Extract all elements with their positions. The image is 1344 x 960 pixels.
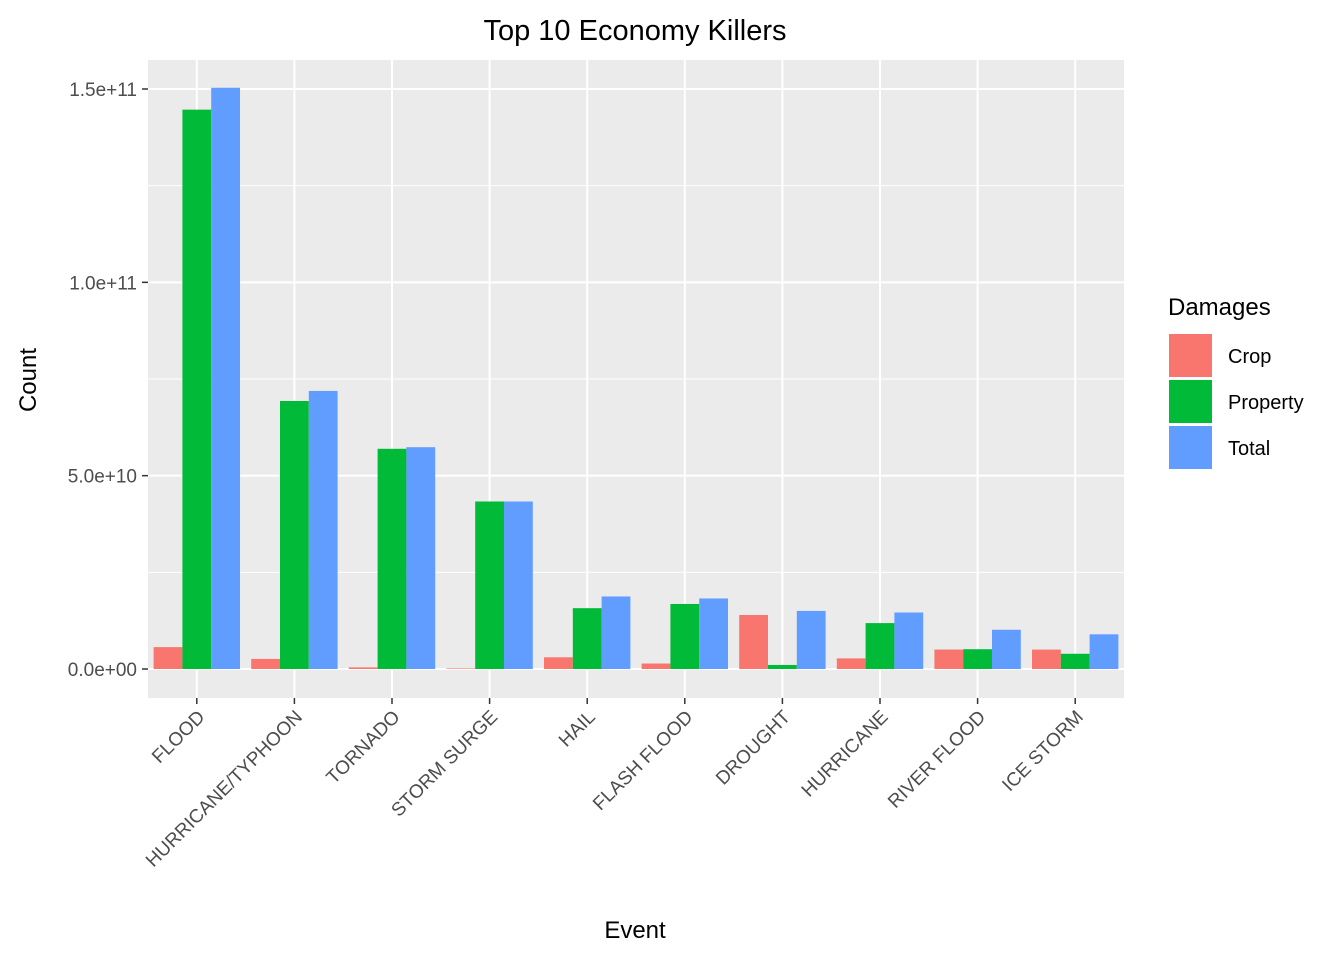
bar-total-ice-storm [1089,634,1119,669]
bars-layer [153,87,1119,669]
bar-property-hurricane [865,623,895,669]
bar-property-ice-storm [1060,653,1090,669]
bar-crop-hurricane [836,658,866,669]
bar-property-river-flood [963,649,992,669]
y-tick-label: 5.0e+10 [68,467,137,488]
bar-property-flash-flood [670,603,700,669]
legend-label-crop: Crop [1228,346,1271,368]
legend-title: Damages [1168,294,1271,321]
bar-total-hurricane-typhoon [308,390,338,669]
y-axis-title: Count [15,348,42,412]
y-tick-label: 1.0e+11 [69,273,137,294]
legend-key-crop [1169,334,1212,377]
legend-key-property [1169,380,1212,423]
bar-crop-river-flood [934,649,964,669]
bar-property-drought [768,664,797,669]
bar-total-drought [796,610,826,669]
bar-total-hurricane [894,612,924,669]
bar-property-storm-surge [475,501,504,669]
chart-title: Top 10 Economy Killers [483,15,786,47]
bar-property-tornado [377,448,407,669]
bar-property-hurricane-typhoon [280,401,309,669]
legend-label-total: Total [1228,438,1270,460]
y-axis: 0.0e+00 5.0e+10 1.0e+11 1.5e+11 [68,80,148,681]
bar-crop-drought [739,614,768,669]
y-tick-label: 0.0e+00 [68,660,137,681]
bar-crop-flash-flood [641,663,671,669]
bar-total-river-flood [992,629,1021,669]
bar-property-flood [182,109,212,669]
bar-total-storm-surge [504,501,533,669]
bar-total-hail [601,596,631,669]
y-tick-label: 1.5e+11 [69,80,137,101]
bar-crop-hurricane-typhoon [251,658,280,669]
bar-total-flash-flood [699,598,728,669]
bar-total-tornado [406,447,436,669]
bar-crop-ice-storm [1032,649,1061,669]
legend-key-total [1169,426,1212,469]
legend-label-property: Property [1228,392,1304,414]
bar-property-hail [572,608,602,669]
legend: Damages Crop Property Total [1168,294,1304,469]
bar-crop-tornado [348,667,378,669]
bar-crop-storm-surge [446,668,476,669]
bar-total-flood [211,87,240,669]
bar-crop-flood [153,647,183,669]
x-axis-title: Event [604,917,666,944]
bar-crop-hail [544,657,573,669]
